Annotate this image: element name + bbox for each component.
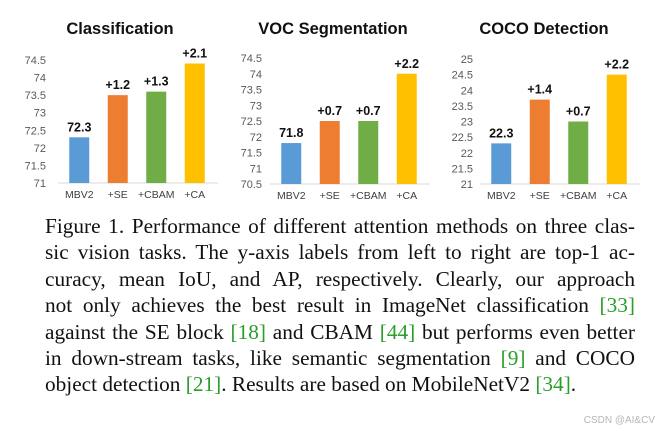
data-label: 71.8	[279, 126, 303, 140]
y-tick-label: 22	[461, 148, 473, 160]
y-tick-label: 71	[34, 178, 46, 190]
bar-cbam	[146, 91, 167, 183]
chart-2: VOC Segmentation 70.5 71 71.5 72 72.5 73 73.5 74…	[241, 20, 430, 202]
y-tick-label: 72	[250, 132, 262, 144]
x-tick-label: MBV2	[277, 190, 306, 202]
figure-charts: Classification 71 71.5 72 72.5 73 73.5 74 74.5 72…	[0, 0, 663, 215]
chart-3: COCO Detection 21 21.5 22 22.5 23 23.5 24 24.5 25…	[452, 20, 640, 202]
bar-mbv2	[69, 137, 90, 183]
caption-line: not only achieves the best result in Ima…	[45, 293, 635, 318]
figure-caption: Figure 1. Performance of different atten…	[45, 213, 635, 398]
y-tick-label: 71	[250, 163, 262, 175]
y-tick-label: 73	[250, 100, 262, 112]
charts-svg: Classification 71 71.5 72 72.5 73 73.5 74 74.5 72…	[25, 20, 640, 202]
x-tick-label: MBV2	[65, 189, 94, 201]
caption-line: curacy, mean IoU, and AP, respectively. …	[45, 266, 635, 291]
citation-link[interactable]: [9]	[500, 346, 526, 371]
chart-title: COCO Detection	[479, 20, 608, 38]
y-tick-label: 73.5	[241, 85, 262, 97]
y-tick-label: 23	[461, 117, 473, 129]
bar-ca	[606, 74, 627, 184]
data-label: +0.7	[317, 104, 342, 118]
x-tick-label: +SE	[530, 190, 550, 202]
bar-se	[529, 99, 550, 184]
citation-link[interactable]: [18]	[230, 319, 266, 344]
data-label: +2.2	[394, 57, 419, 71]
citation-link[interactable]: [21]	[185, 372, 222, 397]
caption-line: Figure 1. Performance of different atten…	[45, 214, 635, 238]
y-tick-label: 24.5	[452, 70, 473, 82]
caption-line: object detection [21]. Results are based…	[45, 372, 577, 397]
x-tick-label: +CA	[184, 189, 205, 201]
x-tick-label: +CBAM	[138, 189, 174, 201]
bar-cbam	[358, 121, 379, 184]
x-tick-label: MBV2	[487, 190, 516, 202]
x-tick-label: +CBAM	[560, 190, 596, 202]
bar-se	[107, 95, 128, 183]
y-tick-label: 74.5	[25, 55, 46, 67]
data-label: +1.3	[144, 75, 169, 89]
citation-link[interactable]: [33]	[599, 293, 635, 318]
bar-ca	[396, 73, 417, 184]
bar-cbam	[568, 121, 589, 184]
y-tick-label: 74	[250, 69, 262, 81]
y-tick-label: 24	[461, 85, 473, 97]
watermark: CSDN @AI&CV	[583, 415, 655, 426]
y-tick-label: 73.5	[25, 90, 46, 102]
chart-title: VOC Segmentation	[258, 20, 407, 38]
y-tick-label: 72.5	[241, 116, 262, 128]
y-tick-label: 23.5	[452, 101, 473, 113]
bar-se	[319, 121, 340, 184]
bar-ca	[184, 63, 205, 184]
data-label: +0.7	[356, 104, 381, 118]
y-tick-label: 21.5	[452, 163, 473, 175]
x-tick-label: +CA	[606, 190, 627, 202]
data-label: +1.4	[527, 83, 552, 97]
data-label: +0.7	[566, 105, 591, 119]
data-label: +1.2	[105, 78, 130, 92]
y-tick-label: 21	[461, 179, 473, 191]
bar-mbv2	[491, 143, 512, 184]
citation-link[interactable]: [44]	[379, 319, 416, 344]
y-tick-label: 73	[34, 108, 46, 120]
x-tick-label: +SE	[320, 190, 340, 202]
y-tick-label: 25	[461, 54, 473, 66]
caption-line: against the SE block [18] and CBAM [44] …	[45, 319, 635, 344]
y-tick-label: 72	[34, 143, 46, 155]
y-tick-label: 72.5	[25, 125, 46, 137]
caption-line: in down-stream tasks, like semantic segm…	[45, 346, 635, 371]
citation-link[interactable]: [34]	[535, 372, 571, 397]
y-tick-label: 71.5	[241, 148, 262, 160]
bar-mbv2	[281, 143, 302, 184]
caption-line: sic vision tasks. The y-axis labels from…	[45, 240, 635, 265]
y-tick-label: 70.5	[241, 179, 262, 191]
chart-1: Classification 71 71.5 72 72.5 73 73.5 74 74.5 72…	[25, 20, 218, 201]
x-tick-label: +CA	[396, 190, 417, 202]
data-label: +2.2	[604, 58, 629, 72]
y-tick-label: 22.5	[452, 132, 473, 144]
data-label: 72.3	[67, 120, 91, 134]
x-tick-label: +SE	[108, 189, 128, 201]
x-tick-label: +CBAM	[350, 190, 386, 202]
chart-title: Classification	[66, 20, 173, 38]
y-tick-label: 74.5	[241, 53, 262, 65]
y-tick-label: 71.5	[25, 160, 46, 172]
data-label: +2.1	[182, 47, 207, 61]
y-tick-label: 74	[34, 73, 46, 85]
data-label: 22.3	[489, 126, 513, 140]
